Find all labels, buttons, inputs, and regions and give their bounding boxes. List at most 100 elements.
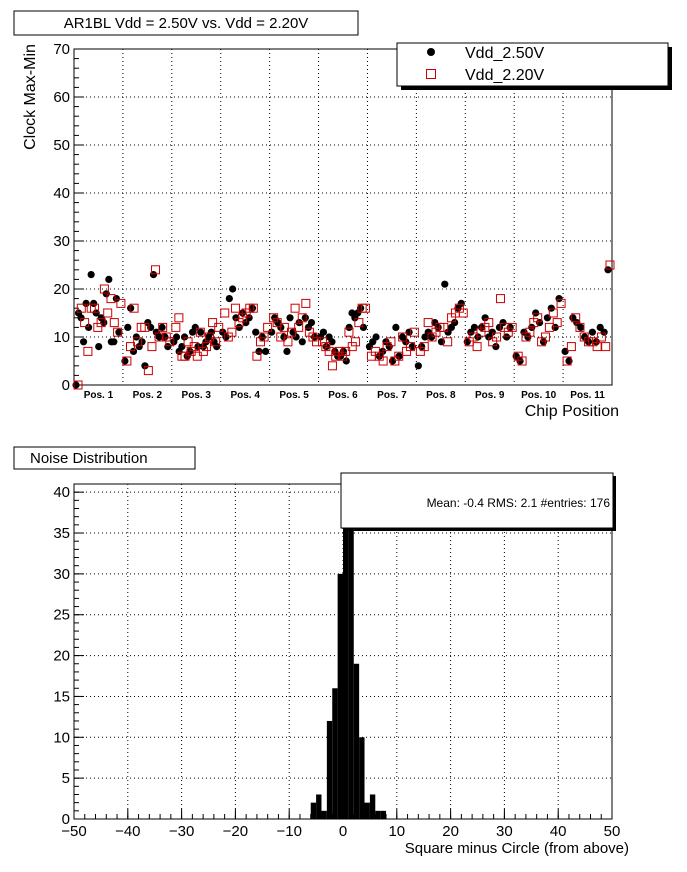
- data-point-vdd-220: [386, 337, 396, 347]
- data-point-vdd-220: [83, 346, 93, 356]
- histogram-bar: [364, 802, 370, 819]
- histogram-bar: [353, 663, 360, 819]
- data-point-vdd-220: [344, 327, 354, 337]
- data-point-vdd-220: [263, 322, 273, 332]
- data-point-vdd-220: [468, 332, 478, 342]
- data-point-vdd-220: [220, 308, 230, 318]
- category-label: Pos. 2: [133, 390, 163, 401]
- data-point-vdd-250: [441, 280, 449, 288]
- data-point-vdd-250: [229, 285, 237, 293]
- data-point-vdd-250: [95, 343, 103, 351]
- histogram-y-tick-label: 40: [53, 484, 70, 501]
- data-point-vdd-250: [342, 357, 350, 365]
- category-label: Pos. 8: [426, 390, 456, 401]
- data-point-vdd-220: [287, 327, 297, 337]
- data-point-vdd-250: [588, 328, 596, 336]
- data-point-vdd-250: [604, 266, 612, 274]
- data-point-vdd-250: [580, 333, 589, 341]
- category-label: Pos. 7: [377, 390, 407, 401]
- data-point-vdd-220: [174, 313, 184, 323]
- histogram-y-tick-label: 35: [53, 525, 70, 542]
- scatter-title-box: [13, 10, 359, 36]
- data-point-vdd-250: [155, 333, 163, 341]
- data-point-vdd-220: [575, 322, 585, 332]
- scatter-y-tick-label: 30: [53, 233, 70, 250]
- data-point-vdd-250: [481, 314, 489, 322]
- data-point-vdd-220: [321, 342, 331, 352]
- data-point-vdd-220: [297, 313, 307, 323]
- data-point-vdd-220: [605, 260, 615, 270]
- data-point-vdd-220: [214, 322, 224, 332]
- data-point-vdd-250: [379, 347, 387, 355]
- histogram-y-tick-label: 0: [62, 811, 70, 828]
- data-point-vdd-250: [186, 347, 194, 355]
- data-point-vdd-220: [106, 294, 116, 304]
- data-point-vdd-220: [423, 318, 433, 328]
- histogram-xlabel: Square minus Circle (from above): [405, 840, 629, 857]
- data-point-vdd-220: [347, 342, 357, 352]
- data-point-vdd-220: [151, 265, 161, 275]
- data-point-vdd-220: [318, 337, 328, 347]
- data-point-vdd-250: [222, 333, 230, 341]
- data-point-vdd-220: [419, 342, 429, 352]
- data-point-vdd-220: [492, 332, 502, 342]
- data-point-vdd-250: [280, 333, 288, 341]
- data-point-vdd-250: [92, 309, 100, 317]
- scatter-y-tick-label: 70: [53, 41, 70, 58]
- data-point-vdd-250: [359, 323, 368, 331]
- histogram-y-tick-label: 30: [53, 566, 70, 583]
- data-point-vdd-220: [99, 284, 109, 294]
- data-point-vdd-220: [331, 351, 341, 361]
- data-point-vdd-250: [503, 333, 511, 341]
- data-point-vdd-250: [255, 347, 263, 355]
- histogram-x-axis: −50 −40 −30 −20 −10 0 10 20 30 40 50: [61, 809, 620, 840]
- category-label: Pos. 6: [328, 390, 358, 401]
- data-point-vdd-220: [484, 318, 494, 328]
- data-point-vdd-250: [345, 323, 353, 331]
- legend-label-vdd-220: Vdd_2.20V: [465, 67, 545, 84]
- data-point-vdd-250: [149, 271, 158, 279]
- data-point-vdd-250: [158, 323, 166, 331]
- data-point-vdd-250: [115, 328, 123, 336]
- scatter-legend: Vdd_2.50V Vdd_2.20V: [396, 42, 672, 90]
- data-point-vdd-250: [547, 304, 555, 312]
- data-point-vdd-220: [143, 366, 153, 376]
- histogram-y-tick-label: 10: [53, 729, 70, 746]
- scatter-title: AR1BL Vdd = 2.50V vs. Vdd = 2.20V: [64, 15, 309, 32]
- data-point-vdd-250: [555, 295, 563, 303]
- legend-marker-vdd-220: [426, 69, 436, 79]
- data-point-vdd-220: [103, 308, 113, 318]
- data-point-vdd-250: [141, 362, 149, 370]
- data-point-vdd-250: [395, 352, 403, 360]
- data-point-vdd-220: [113, 327, 123, 337]
- data-point-vdd-220: [147, 342, 157, 352]
- data-point-vdd-250: [295, 319, 303, 327]
- data-point-vdd-250: [164, 343, 172, 351]
- data-point-vdd-250: [356, 304, 365, 312]
- data-point-vdd-250: [592, 338, 600, 346]
- data-point-vdd-250: [82, 299, 90, 307]
- data-point-vdd-220: [252, 351, 262, 361]
- data-point-vdd-220: [312, 337, 322, 347]
- data-point-vdd-220: [158, 322, 168, 332]
- data-point-vdd-220: [192, 351, 202, 361]
- histogram-title-box: [13, 446, 196, 470]
- data-point-vdd-250: [105, 275, 113, 283]
- data-point-vdd-250: [298, 338, 306, 346]
- scatter-xlabel: Chip Position: [525, 403, 619, 420]
- data-point-vdd-250: [372, 333, 380, 341]
- data-point-vdd-220: [133, 337, 143, 347]
- histogram-x-tick-label: 10: [388, 823, 405, 840]
- stats-text: Mean: -0.4 RMS: 2.1 #entries: 176: [427, 496, 611, 510]
- data-point-vdd-220: [360, 303, 370, 313]
- data-point-vdd-250: [252, 328, 260, 336]
- data-point-vdd-220: [351, 337, 361, 347]
- data-point-vdd-250: [286, 314, 294, 322]
- data-point-vdd-250: [463, 338, 471, 346]
- data-point-vdd-220: [552, 318, 562, 328]
- category-label: Pos. 10: [521, 390, 556, 401]
- data-point-vdd-220: [571, 313, 581, 323]
- histogram-bar: [369, 794, 376, 819]
- data-point-vdd-220: [208, 318, 218, 328]
